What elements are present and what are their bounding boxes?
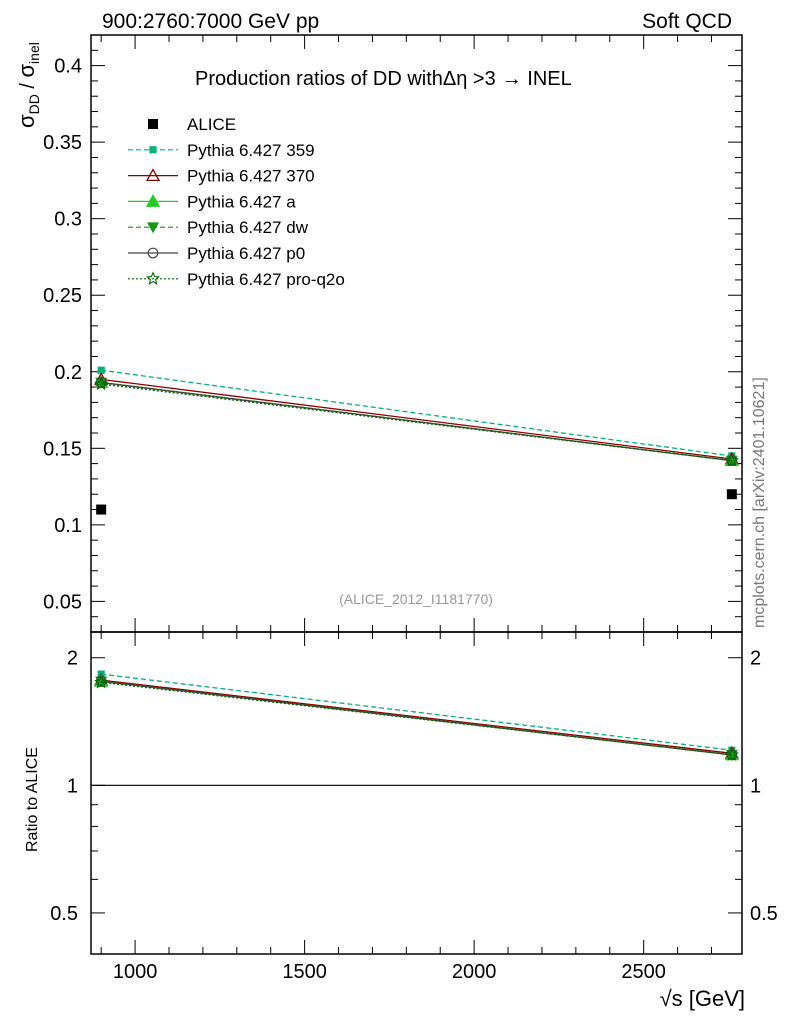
main-y-tick-label: 0.3 — [54, 209, 82, 231]
main-y-tick-label: 0.35 — [43, 132, 82, 154]
series-marker — [147, 247, 159, 259]
legend: ALICE Pythia 6.427 359 Pythia 6.427 370 Pyt… — [128, 115, 345, 289]
ratio-panel-frame — [90, 631, 743, 955]
main-y-tick-label: 0.1 — [54, 515, 82, 537]
series-line — [101, 378, 732, 460]
ratio-ylabel: Ratio to ALICE — [24, 747, 41, 852]
ylabel-sub-inel: inel — [26, 42, 42, 64]
series-marker — [145, 194, 161, 207]
main-y-tick-label: 0.4 — [54, 56, 82, 78]
legend-label: Pythia 6.427 359 — [187, 141, 315, 160]
legend-label: Pythia 6.427 dw — [187, 218, 309, 237]
series-marker — [145, 168, 161, 182]
series-marker — [97, 366, 105, 374]
ratio-y-axis: 0.5 0.5 1 1 2 2 — [50, 648, 778, 955]
data-marker — [148, 119, 158, 129]
ylabel-sigma2: σ — [14, 64, 39, 78]
main-title: Production ratios of DD withΔη >3 → INEL — [195, 68, 572, 90]
analysis-id: (ALICE_2012_I1181770) — [339, 591, 493, 607]
ratio-y-tick-label-right: 1 — [750, 775, 761, 797]
ratio-y-tick-label: 0.5 — [50, 903, 78, 925]
ratio-series-line — [101, 679, 732, 754]
x-axis-label: √s [GeV] — [660, 986, 745, 1011]
title-delta-eta: Δη — [443, 68, 467, 90]
ratio-series-line — [101, 681, 732, 756]
ratio-y-tick-label: 1 — [67, 775, 78, 797]
ratio-series-line — [101, 673, 732, 751]
ylabel-slash: / — [17, 78, 39, 95]
series-marker — [145, 271, 161, 285]
x-tick-label: 2000 — [452, 961, 497, 983]
series-marker — [94, 376, 109, 391]
legend-label: Pythia 6.427 pro-q2o — [187, 270, 345, 289]
series-marker — [149, 146, 157, 154]
ratio-y-tick-label-right: 2 — [750, 648, 761, 670]
ratio-y-tick-label-right: 0.5 — [750, 903, 778, 925]
header-left: 900:2760:7000 GeV pp — [102, 10, 319, 33]
legend-label-alice: ALICE — [187, 115, 236, 134]
svg-text:Ratio to ALICE: Ratio to ALICE — [24, 747, 41, 852]
main-ylabel: σDD / σinel — [14, 42, 42, 128]
data-marker — [96, 504, 107, 515]
x-tick-label: 1500 — [282, 961, 327, 983]
ratio-y-tick-label: 2 — [67, 648, 78, 670]
title-cut: >3 — [467, 68, 495, 90]
side-label: mcplots.cern.ch [arXiv:2401.10621] — [751, 377, 768, 628]
ylabel-sigma: σ — [14, 114, 39, 128]
main-y-tick-label: 0.15 — [43, 438, 82, 460]
title-text: Production ratios of DD with — [195, 68, 443, 90]
series-line — [101, 383, 732, 462]
x-axis: 1000 1500 2000 2500 — [100, 35, 712, 983]
series-line — [101, 381, 732, 462]
ratio-series-layer — [94, 670, 739, 761]
main-y-tick-label: 0.25 — [43, 285, 82, 307]
xlabel-unit: [GeV] — [683, 986, 745, 1011]
legend-label: Pythia 6.427 p0 — [187, 244, 305, 263]
ylabel-sub-dd: DD — [26, 94, 42, 114]
title-arrow: → — [502, 68, 522, 90]
data-marker — [726, 489, 737, 500]
series-marker — [147, 222, 159, 234]
title-target: INEL — [522, 68, 572, 90]
series-marker — [724, 453, 739, 467]
series-line — [101, 369, 732, 457]
main-y-tick-label: 0.05 — [43, 591, 82, 613]
main-series-layer — [94, 366, 739, 515]
svg-text:mcplots.cern.ch [arXiv:2401.10: mcplots.cern.ch [arXiv:2401.10621] — [751, 377, 768, 628]
main-y-tick-label: 0.2 — [54, 362, 82, 384]
x-tick-label: 2500 — [621, 961, 666, 983]
xlabel-root: √ — [660, 986, 673, 1011]
series-marker — [94, 674, 109, 689]
series-marker — [724, 747, 739, 761]
legend-label: Pythia 6.427 a — [187, 192, 296, 211]
main-y-axis: 0.05 0.1 0.15 0.2 0.25 0.3 0.35 0.4 — [43, 49, 742, 633]
header-right: Soft QCD — [642, 10, 732, 33]
legend-label: Pythia 6.427 370 — [187, 167, 315, 186]
svg-text:σDD / σinel: σDD / σinel — [14, 42, 42, 128]
x-tick-label: 1000 — [113, 961, 158, 983]
xlabel-s: s — [672, 986, 683, 1011]
